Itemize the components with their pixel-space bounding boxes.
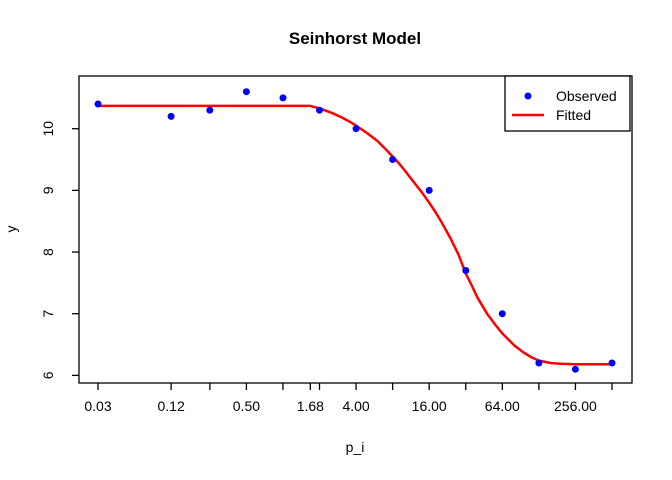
x-tick-label: 16.00 (412, 398, 447, 414)
observed-point (535, 359, 543, 367)
legend-observed-marker-icon (524, 92, 532, 100)
observed-point (425, 186, 433, 194)
observed-point (462, 267, 470, 274)
x-tick-label: 4.00 (342, 398, 369, 414)
observed-point (608, 359, 616, 367)
x-tick-label: 0.03 (84, 398, 111, 414)
y-tick-label: 8 (40, 248, 56, 256)
x-tick-label: 1.68 (297, 398, 324, 414)
x-axis-title: p_i (346, 439, 365, 455)
observed-points (94, 88, 616, 373)
observed-point (94, 100, 102, 108)
observed-point (206, 106, 214, 114)
y-tick-label: 9 (40, 186, 56, 194)
x-tick-label: 64.00 (485, 398, 520, 414)
observed-point (498, 310, 506, 318)
observed-point (571, 365, 579, 373)
y-tick-label: 10 (40, 121, 56, 137)
fitted-line (96, 104, 614, 366)
x-tick-label: 0.12 (157, 398, 184, 414)
y-axis-title: y (3, 226, 19, 233)
legend-observed-label: Observed (556, 88, 617, 104)
observed-point (316, 106, 323, 114)
x-axis: 0.03 0.12 0.50 1.68 4.00 16.00 64.00 256.00 (84, 383, 613, 414)
y-tick-label: 6 (40, 371, 56, 379)
observed-point (389, 156, 397, 163)
chart-title: Seinhorst Model (289, 29, 421, 48)
observed-point (242, 88, 250, 96)
fitted-curve (96, 104, 614, 366)
observed-point (279, 94, 287, 102)
legend: Observed Fitted (504, 75, 631, 132)
observed-point (167, 112, 175, 120)
legend-fitted-label: Fitted (556, 107, 591, 123)
y-axis: 6 7 8 9 10 (40, 121, 79, 379)
x-tick-label: 0.50 (233, 398, 260, 414)
x-tick-label: 256.00 (554, 398, 597, 414)
observed-point (352, 125, 360, 133)
y-tick-label: 7 (40, 310, 56, 318)
legend-box (504, 75, 631, 132)
